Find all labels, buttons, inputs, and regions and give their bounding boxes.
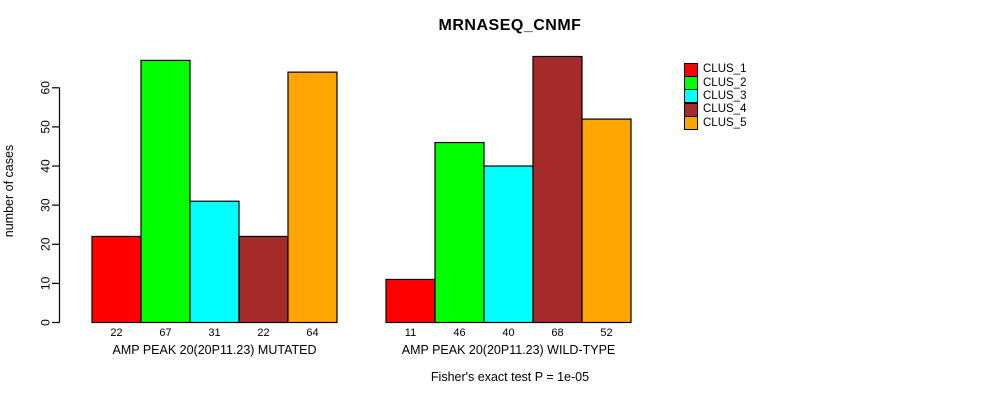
x-group-label-wild-type: AMP PEAK 20(20P11.23) WILD-TYPE: [401, 343, 616, 357]
bar-clus_4-group1: [238, 235, 289, 324]
legend-swatch-clus-5-icon: [684, 116, 698, 131]
bar-value-label: 22: [110, 327, 122, 339]
legend-swatch-clus-4-icon: [684, 102, 698, 117]
bar-clus_4-group2: [532, 55, 583, 324]
bar-clus_5-group2: [581, 118, 632, 324]
legend-item-clus-3: CLUS_3: [684, 89, 747, 104]
bar-clus_3-group2: [483, 165, 534, 324]
legend-swatch-clus-1-icon: [684, 62, 698, 77]
legend-swatch-clus-2-icon: [684, 76, 698, 91]
bar-clus_2-group1: [140, 59, 191, 324]
legend-swatch-clus-3-icon: [684, 89, 698, 104]
y-axis-tick-label: 40: [39, 159, 53, 173]
bar-value-label: 40: [502, 327, 514, 339]
legend-item-clus-5: CLUS_5: [684, 116, 747, 131]
y-axis-tick-label: 20: [39, 237, 53, 251]
y-axis-tick-label: 10: [39, 276, 53, 290]
legend-item-clus-4: CLUS_4: [684, 102, 747, 117]
legend-item-clus-2: CLUS_2: [684, 76, 747, 91]
legend-label-clus-3: CLUS_3: [703, 89, 747, 102]
legend-item-clus-1: CLUS_1: [684, 62, 747, 77]
legend: CLUS_1 CLUS_2 CLUS_3 CLUS_4 CLUS_5: [684, 62, 747, 131]
bar-value-label: 22: [257, 327, 269, 339]
bar-value-label: 11: [405, 327, 416, 339]
bar-value-label: 46: [453, 327, 465, 339]
bar-value-label: 52: [600, 327, 612, 339]
y-axis-tick-label: 0: [39, 319, 53, 326]
legend-label-clus-4: CLUS_4: [703, 103, 747, 116]
fisher-test-annotation: Fisher's exact test P = 1e-05: [430, 370, 590, 384]
y-axis-tick-label: 60: [39, 81, 53, 95]
bar-clus_1-group2: [385, 278, 436, 324]
bar-value-label: 67: [159, 327, 171, 339]
bar-value-label: 31: [208, 327, 220, 339]
bar-clus_5-group1: [287, 71, 338, 324]
bar-clus_1-group1: [91, 235, 142, 324]
x-group-label-mutated: AMP PEAK 20(20P11.23) MUTATED: [112, 343, 317, 357]
bar-clus_2-group2: [434, 141, 485, 324]
chart-title: MRNASEQ_CNMF: [438, 17, 582, 34]
legend-label-clus-2: CLUS_2: [703, 76, 747, 89]
y-axis-tick-label: 50: [39, 120, 53, 134]
bar-clus_3-group1: [189, 200, 240, 324]
legend-label-clus-1: CLUS_1: [703, 63, 747, 76]
bar-value-label: 68: [551, 327, 563, 339]
legend-label-clus-5: CLUS_5: [703, 116, 747, 129]
y-axis-tick-label: 30: [39, 198, 53, 212]
bar-value-label: 64: [306, 327, 318, 339]
